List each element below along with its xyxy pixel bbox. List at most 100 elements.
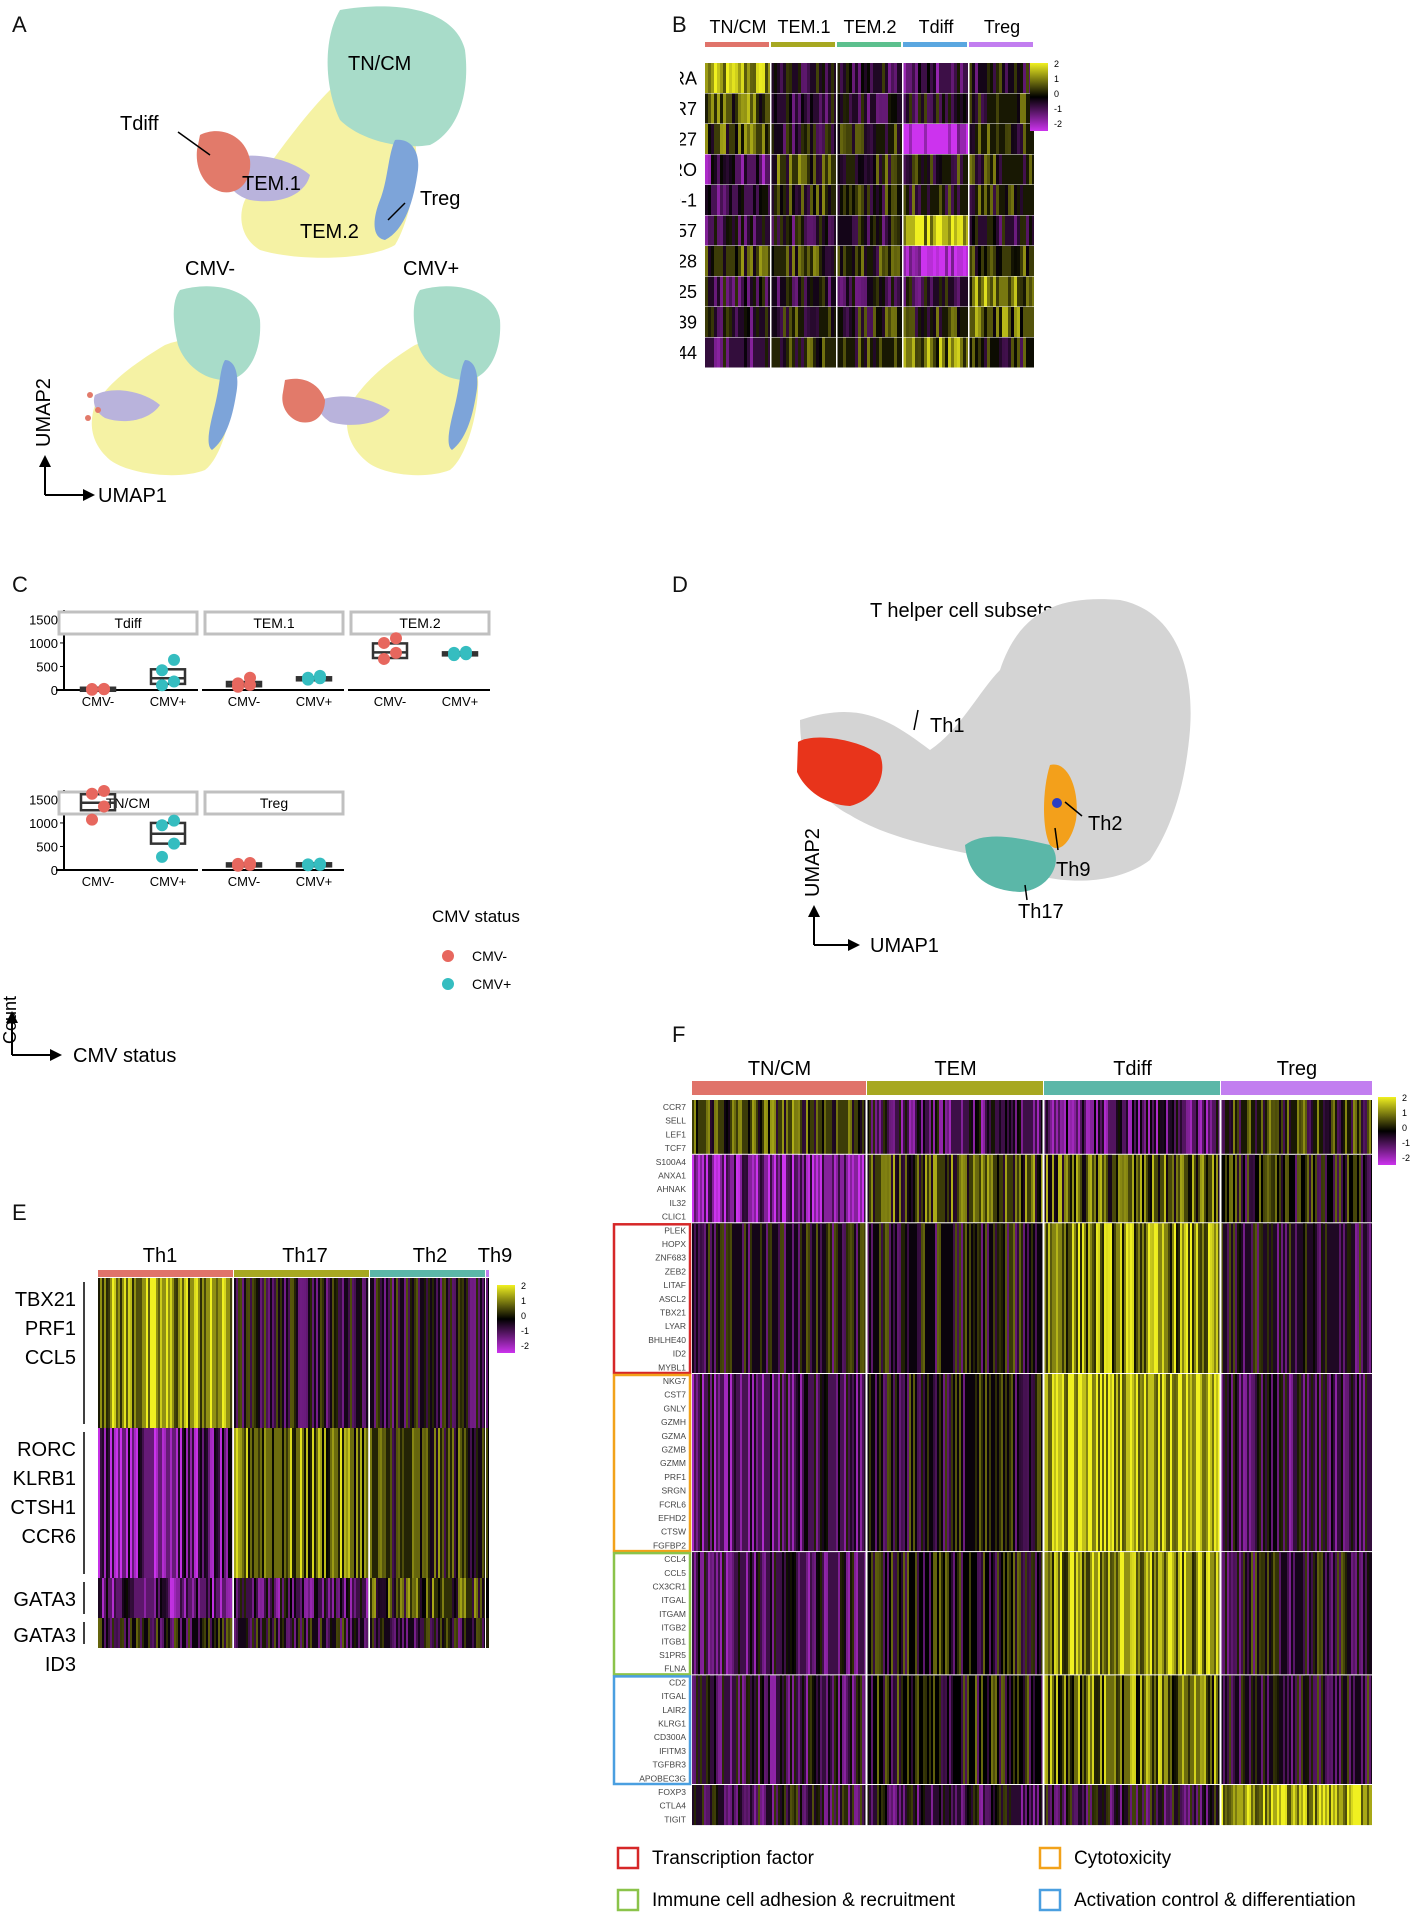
b-cell-streak: [891, 93, 894, 124]
f-cell-streak: [1088, 1374, 1090, 1553]
b-cell-streak: [735, 215, 738, 246]
f-box-legend-swatch-green: [616, 1888, 640, 1912]
f-cell-streak: [1317, 1100, 1319, 1155]
f-cell-streak: [850, 1374, 852, 1553]
f-cell-streak: [728, 1100, 730, 1155]
f-cell-streak: [1074, 1154, 1076, 1224]
b-cell: [705, 246, 770, 276]
f-cell-streak: [846, 1223, 848, 1374]
f-cell-streak: [792, 1785, 794, 1827]
f-cell-streak: [1303, 1552, 1305, 1676]
e-cell-streak: [280, 1618, 282, 1648]
f-cell-streak: [1072, 1223, 1074, 1374]
f-cell-streak: [1114, 1223, 1116, 1374]
b-cell-streak: [816, 246, 819, 276]
b-cell-streak: [954, 307, 957, 337]
e-cell-streak: [130, 1278, 132, 1428]
f-cell-streak: [724, 1785, 726, 1827]
f-cell-streak: [953, 1154, 955, 1224]
umap-main: TN/CM Tdiff TEM.1 Treg TEM.2: [120, 6, 467, 258]
f-cell-streak: [806, 1785, 808, 1827]
f-cell-streak: [768, 1100, 770, 1155]
f-cell-streak: [1285, 1154, 1287, 1224]
f-cell-streak: [1357, 1223, 1359, 1374]
e-cell-streak: [348, 1428, 350, 1578]
c-x-tick: CMV-: [374, 694, 407, 709]
f-cell-streak: [961, 1675, 963, 1785]
f-cell-streak: [1082, 1100, 1084, 1155]
f-cell-streak: [1255, 1785, 1257, 1827]
c-y-tick: 1500: [29, 612, 58, 627]
f-cell-streak: [764, 1552, 766, 1676]
f-cell-streak: [722, 1552, 724, 1676]
f-cell-streak: [782, 1785, 784, 1827]
f-cell-streak: [1293, 1785, 1295, 1827]
f-gene-label: CTLA4: [660, 1801, 687, 1811]
f-cell-streak: [1206, 1785, 1208, 1827]
b-legend: 210-1-2: [1030, 59, 1062, 131]
f-cell-streak: [1112, 1552, 1114, 1676]
b-cell-streak: [918, 276, 921, 307]
f-cell-streak: [1134, 1675, 1136, 1785]
b-cell: [837, 63, 902, 93]
f-cell-streak: [702, 1154, 704, 1224]
e-cell-streak: [130, 1618, 132, 1648]
f-cell-streak: [1056, 1223, 1058, 1374]
e-cell-streak: [160, 1618, 162, 1648]
f-cell-streak: [1033, 1785, 1035, 1827]
f-cell-streak: [939, 1675, 941, 1785]
b-cell-streak: [975, 63, 978, 93]
f-cell-streak: [1237, 1100, 1239, 1155]
f-cell-streak: [860, 1100, 862, 1155]
e-cell-streak: [366, 1618, 368, 1648]
f-cell-streak: [1241, 1675, 1243, 1785]
b-cell-streak: [714, 63, 717, 93]
f-cell-streak: [1015, 1154, 1017, 1224]
umap-axis-y-label: UMAP2: [33, 378, 55, 447]
b-cell-streak: [945, 93, 948, 124]
f-cell-streak: [774, 1552, 776, 1676]
f-cell-streak: [901, 1552, 903, 1676]
b-cell-streak: [717, 215, 720, 246]
b-cell-streak: [879, 337, 882, 368]
b-cell-streak: [741, 93, 744, 124]
b-cell-streak: [726, 63, 729, 93]
e-cell-streak: [378, 1278, 380, 1428]
b-cell-streak: [879, 93, 882, 124]
e-cell-streak: [398, 1278, 400, 1428]
e-cell-streak: [428, 1618, 430, 1648]
e-cell-streak: [464, 1578, 466, 1618]
f-cell-streak: [858, 1154, 860, 1224]
f-cell-streak: [1251, 1154, 1253, 1224]
f-cell-streak: [1337, 1552, 1339, 1676]
e-cell: [370, 1618, 485, 1648]
f-cell-streak: [975, 1100, 977, 1155]
e-cell-streak: [476, 1618, 478, 1648]
e-cell-streak: [344, 1618, 346, 1648]
b-cell-streak: [756, 63, 759, 93]
b-cell-streak: [873, 124, 876, 154]
b-cell: [903, 215, 968, 246]
f-cell-streak: [935, 1100, 937, 1155]
b-group-label: Tdiff: [919, 17, 955, 37]
f-cell-streak: [1214, 1374, 1216, 1553]
b-cell-streak: [873, 337, 876, 368]
b-cell-streak: [876, 276, 879, 307]
b-cell-streak: [1005, 307, 1008, 337]
e-cell-streak: [328, 1278, 330, 1428]
b-cell-streak: [738, 124, 741, 154]
e-cell-streak: [300, 1428, 302, 1578]
c-point: [156, 679, 168, 692]
b-cell: [903, 246, 968, 276]
f-cell-streak: [1239, 1552, 1241, 1676]
f-cell-streak: [947, 1552, 949, 1676]
e-cell-streak: [154, 1278, 156, 1428]
f-cell-streak: [1251, 1223, 1253, 1374]
f-cell-streak: [1092, 1374, 1094, 1553]
f-cell-streak: [1070, 1223, 1072, 1374]
e-cell-streak: [106, 1278, 108, 1428]
e-cell-streak: [380, 1578, 382, 1618]
f-col-separator: [1042, 1100, 1045, 1827]
e-cell-streak: [218, 1428, 220, 1578]
f-cell-streak: [722, 1223, 724, 1374]
